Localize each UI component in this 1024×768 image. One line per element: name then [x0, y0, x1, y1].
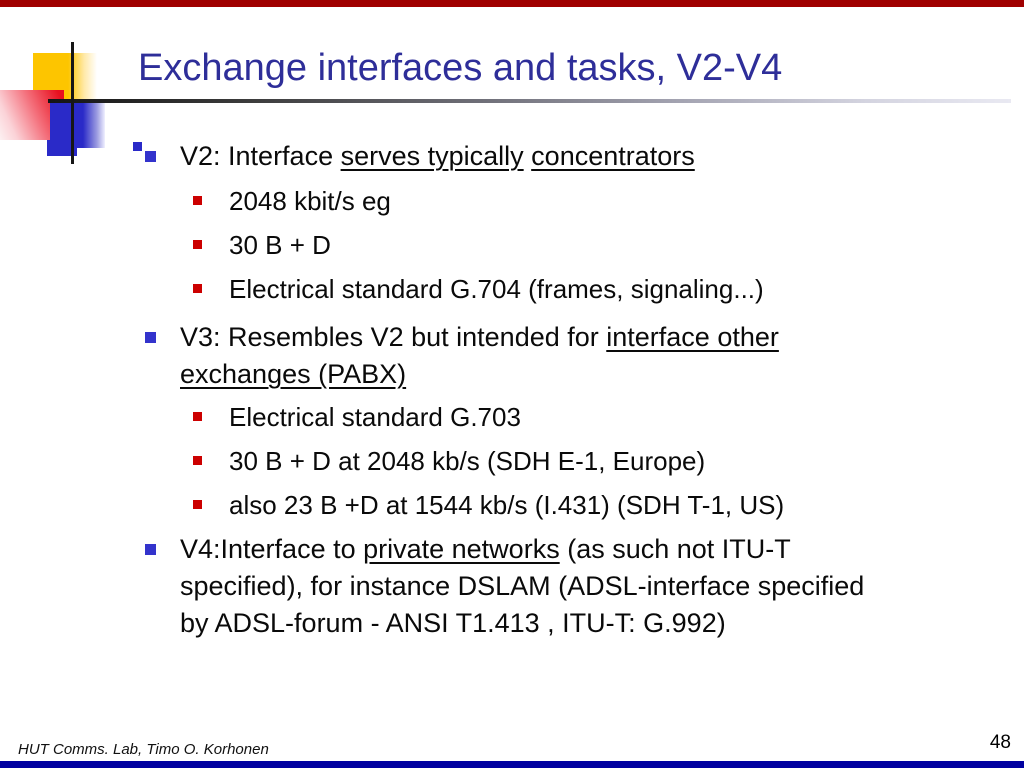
bullet-item-30bd: 30 B + D: [0, 230, 1024, 260]
text-segment: specified), for instance DSLAM (ADSL-int…: [180, 571, 865, 601]
text-line: 2048 kbit/s eg: [229, 186, 391, 216]
text-line: Electrical standard G.703: [229, 402, 521, 432]
bullet-item-g703: Electrical standard G.703: [0, 402, 1024, 432]
bullet-item-2048: 2048 kbit/s eg: [0, 186, 1024, 216]
page-number: 48: [989, 732, 1011, 753]
bullet-text: Electrical standard G.703: [229, 402, 521, 432]
bullet-text: also 23 B +D at 1544 kb/s (I.431) (SDH T…: [229, 490, 784, 520]
bullet-text: V2: Interface serves typically concentra…: [180, 138, 695, 175]
text-segment: Electrical standard G.704 (frames, signa…: [229, 274, 764, 304]
bullet-text: V4:Interface to private networks (as suc…: [180, 531, 864, 642]
text-segment-underlined: private networks: [363, 534, 560, 564]
text-segment-underlined: interface other: [606, 322, 779, 352]
text-segment-underlined: exchanges (PABX): [180, 359, 407, 389]
page-title: Exchange interfaces and tasks, V2-V4: [138, 47, 783, 89]
text-line: Electrical standard G.704 (frames, signa…: [229, 274, 764, 304]
text-segment: (as such not ITU-T: [559, 534, 791, 564]
bullet-square-blue: [145, 544, 156, 555]
text-segment-underlined: concentrators: [531, 141, 695, 171]
footer-credit: HUT Comms. Lab, Timo O. Korhonen: [18, 741, 269, 758]
bullet-item-v2: V2: Interface serves typically concentra…: [0, 138, 1024, 175]
text-line: specified), for instance DSLAM (ADSL-int…: [180, 568, 864, 605]
bullet-square-red: [193, 240, 202, 249]
slide-body: V2: Interface serves typically concentra…: [0, 133, 1024, 642]
bullet-item-g704: Electrical standard G.704 (frames, signa…: [0, 274, 1024, 304]
bullet-item-v4: V4:Interface to private networks (as suc…: [0, 531, 1024, 642]
bullet-item-t1: also 23 B +D at 1544 kb/s (I.431) (SDH T…: [0, 490, 1024, 520]
deco-blue-small-square: [133, 142, 142, 151]
bullet-item-e1: 30 B + D at 2048 kb/s (SDH E-1, Europe): [0, 446, 1024, 476]
bullet-square-blue: [145, 332, 156, 343]
bullet-item-v3: V3: Resembles V2 but intended for interf…: [0, 319, 1024, 393]
text-segment: V2: Interface: [180, 141, 341, 171]
text-segment: V3: Resembles V2 but intended for: [180, 322, 607, 352]
bullet-square-red: [193, 500, 202, 509]
text-line: V2: Interface serves typically concentra…: [180, 138, 695, 175]
text-line: 30 B + D: [229, 230, 331, 260]
deco-vertical-line: [71, 42, 74, 164]
bullet-square-red: [193, 284, 202, 293]
text-line: 30 B + D at 2048 kb/s (SDH E-1, Europe): [229, 446, 705, 476]
text-segment: also 23 B +D at 1544 kb/s (I.431) (SDH T…: [229, 490, 785, 520]
title-underline-rule: [48, 99, 1011, 103]
bullet-text: 30 B + D: [229, 230, 331, 260]
bullet-text: V3: Resembles V2 but intended for interf…: [180, 319, 779, 393]
text-segment: Electrical standard G.703: [229, 402, 521, 432]
text-segment: 30 B + D: [229, 230, 331, 260]
text-line: also 23 B +D at 1544 kb/s (I.431) (SDH T…: [229, 490, 784, 520]
bullet-text: 30 B + D at 2048 kb/s (SDH E-1, Europe): [229, 446, 705, 476]
bullet-text: 2048 kbit/s eg: [229, 186, 391, 216]
text-line: V3: Resembles V2 but intended for interf…: [180, 319, 779, 356]
text-segment: by ADSL-forum - ANSI T1.413 , ITU-T: G.9…: [180, 608, 726, 638]
text-line: V4:Interface to private networks (as suc…: [180, 531, 864, 568]
text-line: by ADSL-forum - ANSI T1.413 , ITU-T: G.9…: [180, 605, 864, 642]
top-accent-bar: [0, 0, 1024, 7]
bottom-accent-bar: [0, 761, 1024, 768]
deco-blue-foot: [47, 140, 77, 156]
text-segment: V4:Interface to: [180, 534, 364, 564]
bullet-square-red: [193, 196, 202, 205]
text-line: exchanges (PABX): [180, 356, 779, 393]
bullet-square-red: [193, 412, 202, 421]
bullet-text: Electrical standard G.704 (frames, signa…: [229, 274, 764, 304]
text-segment-underlined: serves typically: [340, 141, 524, 171]
bullet-square-blue: [145, 151, 156, 162]
bullet-square-red: [193, 456, 202, 465]
text-segment: 30 B + D at 2048 kb/s (SDH E-1, Europe): [229, 446, 706, 476]
text-segment: 2048 kbit/s eg: [229, 186, 391, 216]
